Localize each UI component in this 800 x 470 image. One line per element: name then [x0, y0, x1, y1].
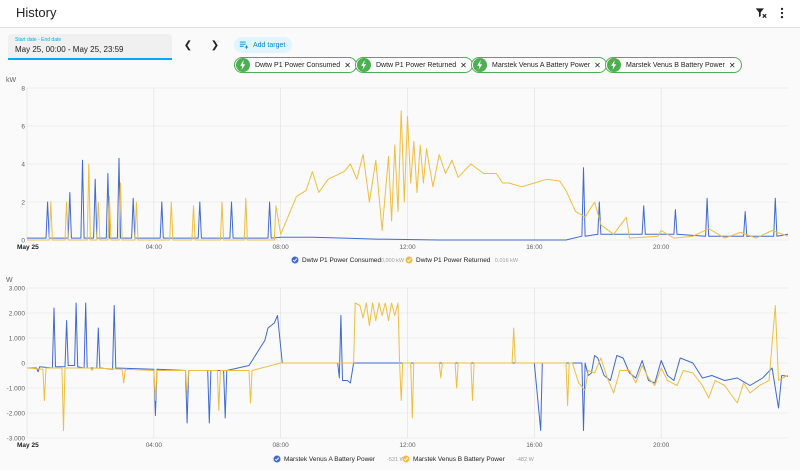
target-chip-power-consumed[interactable]: Dwtw P1 Power Consumed ✕ — [234, 57, 357, 73]
y-tick-label: 1.000 — [9, 336, 26, 343]
series-line-1 — [27, 157, 789, 241]
legend-series-name: Marstek Venus A Battery Power — [284, 456, 376, 463]
date-range-label: Start date - End date — [15, 37, 62, 43]
y-tick-label: 4 — [21, 162, 25, 169]
chart-1[interactable]: kW 0 2 4 6 8 May 25 04:00 08:00 12:00 16:00 20:00 Dw… — [6, 77, 789, 265]
x-tick-label: May 25 — [17, 442, 39, 449]
y-tick-label: 2 — [21, 200, 25, 207]
legend-item[interactable]: Marstek Venus A Battery Power -531 W — [273, 455, 406, 464]
chart-legend: Marstek Venus A Battery Power -531 W Marst… — [273, 455, 535, 464]
chart-2[interactable]: W -3.000 -2.000 -1.000 0 1.000 2.000 3.000 May 2… — [6, 277, 789, 464]
filter-remove-button[interactable] — [752, 4, 770, 22]
chip-label: Dwtw P1 Power Returned — [376, 61, 457, 69]
y-tick-label: 6 — [21, 124, 25, 131]
chevron-right-icon: ❯ — [210, 39, 220, 51]
series-line-2 — [26, 302, 789, 431]
legend-checkbox-icon[interactable] — [273, 455, 281, 463]
check-icon — [403, 457, 409, 461]
add-target-label: Add target — [253, 41, 286, 49]
page-title: History — [16, 5, 57, 20]
x-tick-label: 16:00 — [526, 442, 543, 449]
y-unit-label: W — [6, 277, 13, 284]
close-icon[interactable]: ✕ — [594, 60, 601, 70]
next-day-button[interactable]: ❯ — [208, 38, 222, 52]
chevron-left-icon: ❮ — [183, 39, 193, 51]
y-tick-label: 0 — [21, 238, 25, 245]
x-tick-label: 16:00 — [526, 244, 543, 251]
x-tick-label: 20:00 — [653, 442, 670, 449]
legend-checkbox-icon[interactable] — [402, 455, 410, 463]
playlist-add-icon — [239, 41, 249, 49]
lightning-icon — [607, 58, 621, 72]
x-tick-label: May 25 — [17, 244, 39, 251]
y-unit-label: kW — [6, 77, 17, 84]
filter-remove-icon — [755, 8, 767, 19]
check-icon — [274, 457, 280, 461]
legend-item[interactable]: Dwtw P1 Power Returned 0,016 kW — [405, 256, 519, 265]
target-chip-venus-a[interactable]: Marstek Venus A Battery Power ✕ — [471, 57, 607, 73]
lightning-icon — [357, 58, 371, 72]
series-line-1 — [27, 302, 789, 431]
close-icon[interactable]: ✕ — [728, 60, 736, 70]
date-range-picker[interactable]: Start date - End date May 25, 00:00 - Ma… — [8, 34, 172, 60]
x-tick-label: 08:00 — [273, 244, 290, 251]
x-tick-label: 04:00 — [146, 442, 163, 449]
legend-checkbox-icon[interactable] — [405, 256, 413, 264]
y-tick-label: -1.000 — [7, 386, 26, 393]
check-icon — [292, 258, 298, 262]
x-tick-label: 04:00 — [146, 244, 163, 251]
add-target-button[interactable]: Add target — [234, 37, 292, 53]
x-tick-label: 12:00 — [399, 442, 416, 449]
top-app-bar: History — [0, 0, 800, 28]
legend-series-name: Marstek Venus B Battery Power — [413, 456, 506, 463]
legend-series-value: 0,000 kW — [381, 258, 405, 264]
chip-label: Marstek Venus B Battery Power — [626, 61, 725, 69]
date-range-value: May 25, 00:00 - May 25, 23:59 — [15, 45, 124, 54]
x-tick-label: 20:00 — [653, 244, 670, 251]
y-tick-label: -2.000 — [7, 411, 26, 418]
target-chip-venus-b[interactable]: Marstek Venus B Battery Power ✕ — [605, 57, 742, 73]
more-vertical-icon — [780, 7, 784, 19]
previous-day-button[interactable]: ❮ — [181, 38, 195, 52]
y-tick-label: -3.000 — [7, 436, 26, 443]
legend-series-value: -482 W — [516, 457, 535, 463]
chip-label: Marstek Venus A Battery Power — [492, 61, 591, 69]
legend-series-name: Dwtw P1 Power Consumed — [302, 257, 381, 264]
legend-series-value: 0,016 kW — [495, 258, 519, 264]
more-options-button[interactable] — [773, 4, 791, 22]
lightning-icon — [473, 58, 487, 72]
y-tick-label: 2.000 — [9, 311, 26, 318]
lightning-icon — [236, 58, 250, 72]
x-tick-label: 08:00 — [273, 442, 290, 449]
series-line-2 — [27, 110, 789, 241]
legend-item[interactable]: Marstek Venus B Battery Power -482 W — [402, 455, 535, 464]
chart-legend: Dwtw P1 Power Consumed 0,000 kW Dwtw P1 Po… — [291, 256, 519, 265]
y-tick-label: 8 — [21, 86, 25, 93]
x-tick-label: 12:00 — [399, 244, 416, 251]
legend-item[interactable]: Dwtw P1 Power Consumed 0,000 kW — [291, 256, 405, 265]
legend-series-value: -531 W — [387, 457, 406, 463]
y-tick-label: 0 — [21, 361, 25, 368]
chip-label: Dwtw P1 Power Consumed — [255, 61, 341, 69]
y-tick-label: 3.000 — [9, 286, 26, 293]
check-icon — [406, 258, 412, 262]
legend-checkbox-icon[interactable] — [291, 256, 299, 264]
target-chip-power-returned[interactable]: Dwtw P1 Power Returned ✕ — [355, 57, 473, 73]
close-icon[interactable]: ✕ — [460, 60, 467, 70]
close-icon[interactable]: ✕ — [344, 60, 351, 70]
legend-series-name: Dwtw P1 Power Returned — [416, 257, 491, 264]
